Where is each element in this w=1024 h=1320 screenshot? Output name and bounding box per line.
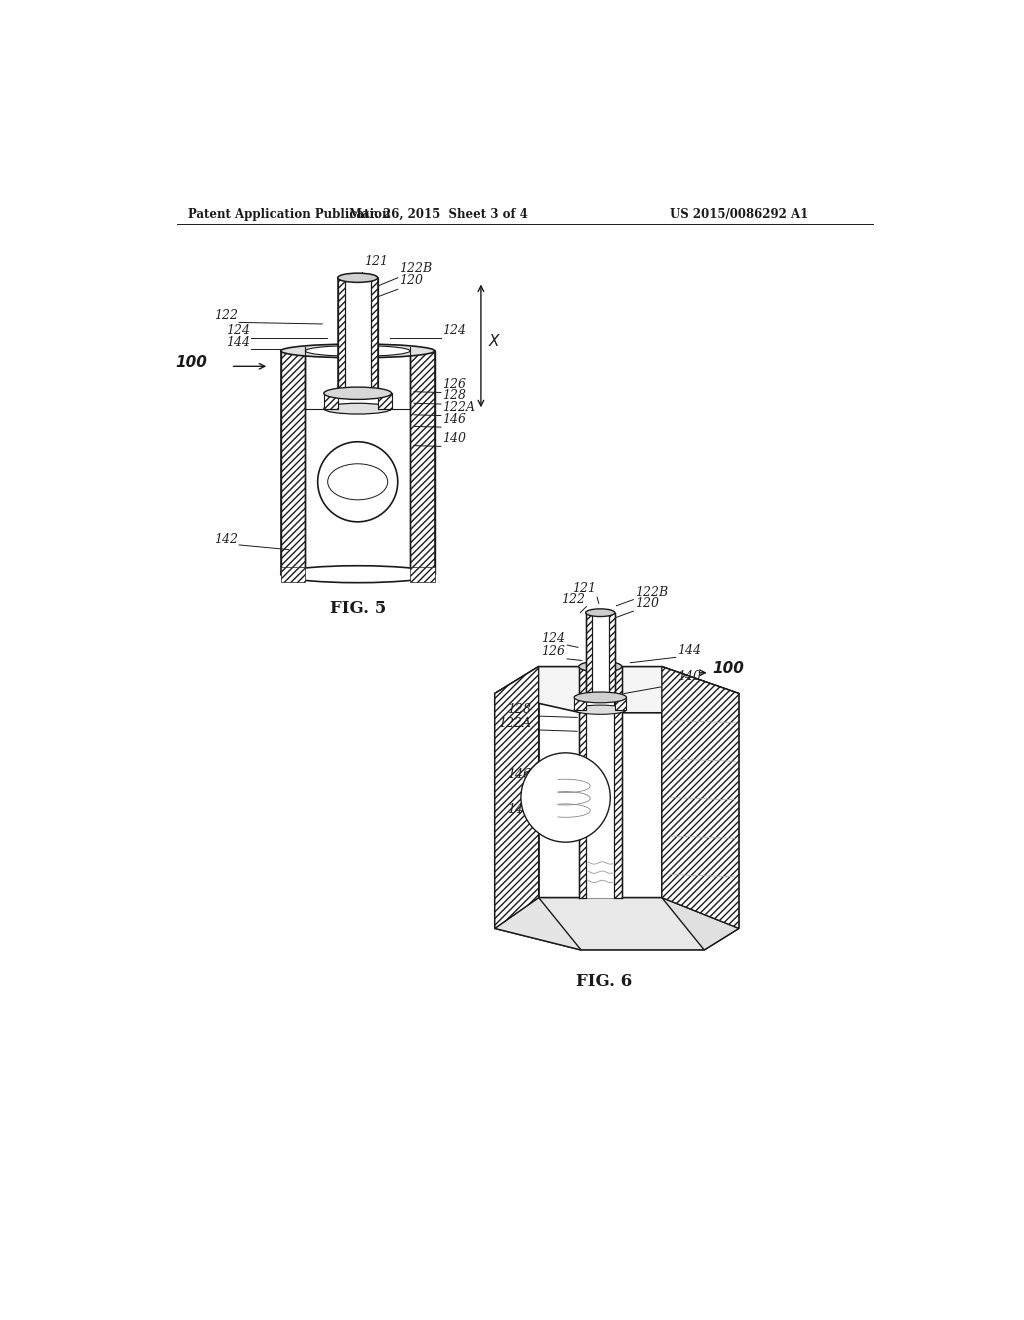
Ellipse shape (281, 345, 435, 358)
Ellipse shape (324, 404, 391, 414)
Bar (587, 667, 614, 898)
Text: 128: 128 (507, 702, 531, 715)
Text: 124: 124 (442, 323, 466, 337)
Text: 120: 120 (399, 275, 423, 286)
Bar (281, 566, 305, 582)
Text: 140: 140 (442, 432, 466, 445)
Bar (378, 393, 391, 409)
Polygon shape (662, 667, 739, 928)
Text: X: X (488, 334, 499, 350)
Polygon shape (495, 667, 539, 928)
Text: Mar. 26, 2015  Sheet 3 of 4: Mar. 26, 2015 Sheet 3 of 4 (349, 209, 528, 222)
Bar (410, 566, 435, 582)
Text: 146: 146 (442, 413, 466, 425)
Text: 122A: 122A (442, 401, 475, 414)
Text: 144: 144 (677, 644, 701, 656)
Ellipse shape (324, 387, 391, 400)
Text: 144: 144 (226, 335, 250, 348)
Text: 126: 126 (542, 645, 565, 659)
Polygon shape (662, 667, 739, 928)
Text: 146: 146 (507, 768, 531, 781)
Text: FIG. 5: FIG. 5 (330, 599, 386, 616)
Bar (586, 612, 592, 697)
Text: 142: 142 (507, 803, 531, 816)
Bar (579, 667, 587, 898)
Ellipse shape (305, 346, 410, 356)
Text: 140: 140 (677, 671, 701, 684)
Text: 122: 122 (214, 309, 239, 322)
Text: 122B: 122B (399, 263, 432, 276)
Bar (305, 351, 410, 574)
Ellipse shape (574, 692, 627, 702)
Polygon shape (495, 898, 739, 950)
Polygon shape (539, 667, 662, 898)
Bar (281, 351, 305, 574)
Ellipse shape (586, 609, 614, 616)
Bar (608, 612, 614, 697)
Text: 122: 122 (561, 594, 585, 606)
Text: 122A: 122A (498, 717, 531, 730)
Bar (614, 697, 627, 710)
Text: 100: 100 (712, 661, 743, 676)
Bar (324, 393, 338, 409)
Ellipse shape (281, 566, 435, 582)
Bar (574, 697, 586, 710)
Text: US 2015/0086292 A1: US 2015/0086292 A1 (670, 209, 808, 222)
Text: 142: 142 (214, 533, 239, 546)
Text: 122B: 122B (635, 586, 668, 599)
Ellipse shape (574, 705, 627, 714)
Ellipse shape (579, 661, 622, 672)
Circle shape (317, 442, 397, 521)
Bar (345, 277, 371, 393)
Polygon shape (495, 667, 739, 713)
Polygon shape (495, 898, 581, 950)
Bar (614, 667, 622, 898)
Text: 126: 126 (442, 378, 466, 391)
Text: 120: 120 (635, 598, 658, 610)
Text: 124: 124 (226, 323, 250, 337)
Polygon shape (662, 898, 739, 950)
Bar (592, 612, 608, 697)
Ellipse shape (338, 273, 378, 282)
Polygon shape (495, 667, 539, 928)
Text: 100: 100 (176, 355, 208, 370)
Text: 124: 124 (542, 632, 565, 645)
Bar (371, 277, 378, 393)
Text: 121: 121 (572, 582, 596, 595)
Text: 121: 121 (364, 255, 388, 268)
Text: Patent Application Publication: Patent Application Publication (188, 209, 391, 222)
Circle shape (521, 752, 610, 842)
Text: 128: 128 (442, 389, 466, 403)
Text: FIG. 6: FIG. 6 (575, 973, 632, 990)
Bar (410, 351, 435, 574)
Bar (338, 277, 345, 393)
